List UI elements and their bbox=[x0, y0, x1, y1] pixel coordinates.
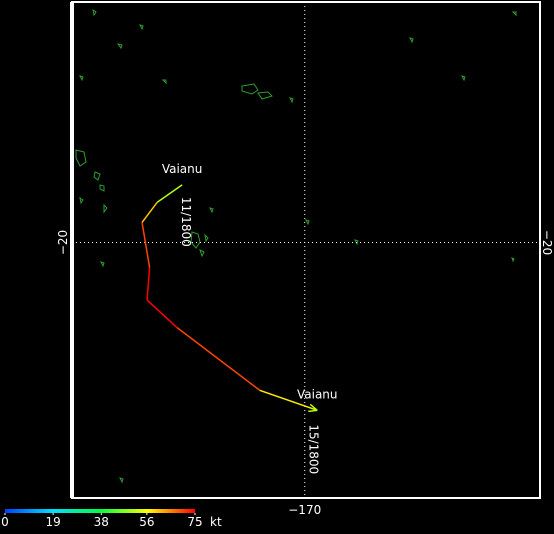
colorbar-label: 38 bbox=[94, 515, 109, 529]
latitude-label: −20 bbox=[56, 230, 70, 255]
latitude-label: −20 bbox=[540, 230, 554, 255]
coastline bbox=[257, 91, 273, 100]
coastline bbox=[241, 83, 259, 95]
track bbox=[141, 184, 318, 413]
colorbar-label: 75 bbox=[187, 515, 202, 529]
colorbar-label: 56 bbox=[139, 515, 154, 529]
colorbar-unit: kt bbox=[210, 515, 222, 529]
coastline bbox=[190, 231, 209, 258]
track-segment bbox=[176, 327, 261, 391]
coastline bbox=[79, 8, 517, 484]
coastline bbox=[75, 149, 87, 167]
storm-name: Vaianu bbox=[297, 387, 338, 401]
storm-name: Vaianu bbox=[162, 162, 203, 176]
track-segment bbox=[141, 222, 151, 268]
map-frame bbox=[71, 1, 541, 499]
colorbar-ticks: 0 19 38 56 75 kt bbox=[1, 513, 222, 529]
end-time: 15/1800 bbox=[306, 424, 320, 474]
colorbar-label: 19 bbox=[45, 515, 60, 529]
coastline bbox=[79, 171, 108, 214]
coastlines bbox=[75, 8, 517, 484]
colorbar-label: 0 bbox=[1, 515, 9, 529]
track-segment bbox=[146, 267, 151, 301]
longitude-label: −170 bbox=[288, 503, 321, 517]
graticule: −20 −20 −170 bbox=[56, 2, 554, 517]
track-segment bbox=[146, 299, 178, 329]
labels: Vaianu 11/1800 Vaianu 15/1800 bbox=[162, 162, 338, 474]
colorbar bbox=[5, 509, 195, 513]
track-segment bbox=[259, 389, 318, 412]
track-segment bbox=[141, 201, 158, 223]
track-segment bbox=[156, 184, 183, 204]
track-arrow bbox=[308, 403, 318, 413]
start-time: 11/1800 bbox=[179, 197, 193, 247]
